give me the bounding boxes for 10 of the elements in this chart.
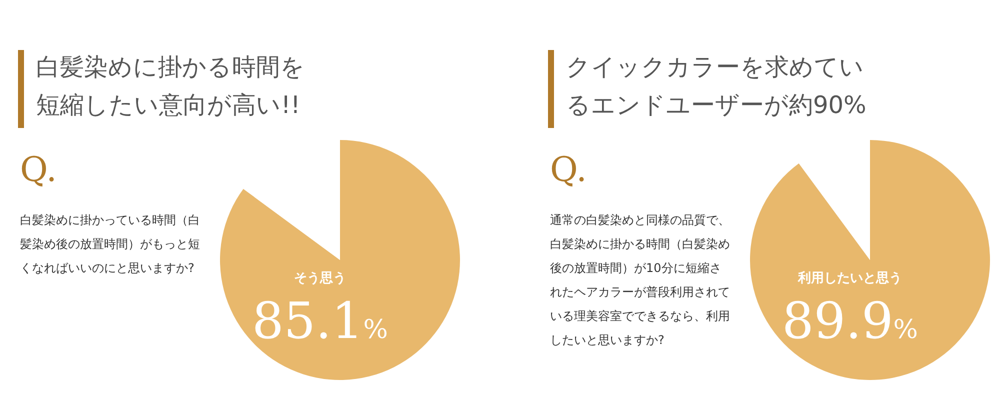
text: Q. — [20, 150, 57, 190]
data-label: 89.9% — [782, 292, 918, 350]
text: 通常の白髪染めと同様の品質で、白髪染めに掛かる時間（白髪染め後の放置時間）が10分に短縮されたヘアカラーが普段利用されている理美容室でできるなら、利用したいと思いますか? — [550, 212, 730, 349]
text: 白髪染めに掛かっている時間（白髪染め後の放置時間）がもっと短くなればいいのにと思いますか? — [20, 212, 200, 277]
slice-label: 利用したいと思う — [797, 270, 902, 286]
chart-title: クイックカラーを求めているエンドユーザーが約90% — [566, 52, 868, 121]
text: Q. — [550, 150, 587, 190]
data-label: 85.1% — [252, 292, 388, 350]
slice-label: そう思う — [294, 271, 346, 286]
chart-title: 白髪染めに掛かる時間を短縮したい意向が高い!! — [36, 52, 306, 121]
